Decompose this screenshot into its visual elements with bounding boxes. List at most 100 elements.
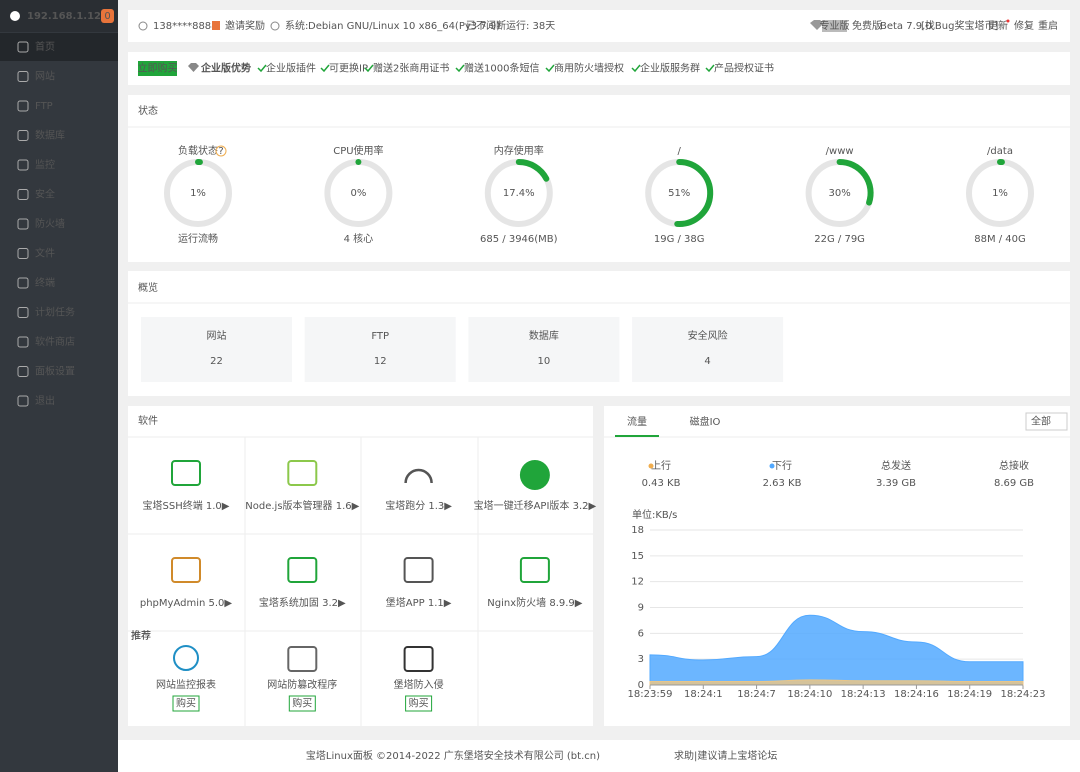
menu-icon: [17, 100, 29, 112]
buy-button-bg: [172, 695, 200, 712]
promo-title: 企业版优势: [200, 62, 251, 75]
menu-item[interactable]: 网站: [35, 70, 55, 83]
software-name[interactable]: 宝塔SSH终端 1.0▶: [143, 499, 230, 512]
y-tick-label: 6: [638, 628, 644, 639]
action-link[interactable]: 更新: [988, 19, 1008, 32]
gauge-name: 内存使用率: [494, 144, 544, 157]
overview-tile[interactable]: [468, 317, 620, 382]
software-icon: [404, 468, 433, 484]
tab[interactable]: 磁盘IO: [690, 415, 721, 428]
gauge-label: 1%: [190, 188, 206, 199]
invite-link[interactable]: 邀请奖励: [225, 19, 265, 32]
software-name[interactable]: 宝塔系统加固 3.2▶: [259, 596, 346, 609]
gauge-name: 负载状态: [178, 144, 218, 157]
menu-item[interactable]: 退出: [35, 394, 55, 407]
help-icon: [215, 145, 227, 157]
gauge-arc: [836, 159, 874, 206]
action-link[interactable]: 修复: [1014, 19, 1034, 32]
gauge-arc: [515, 159, 550, 182]
gauge-label: 0%: [350, 188, 366, 199]
stat-name: 总接收: [999, 459, 1029, 472]
software-name[interactable]: 宝塔跑分 1.3▶: [385, 499, 452, 512]
buy-button[interactable]: 购买: [292, 697, 312, 710]
software-icon: [173, 645, 199, 671]
gauge-label: 30%: [828, 188, 850, 199]
section-title: 软件: [138, 414, 158, 427]
x-tick-label: 18:24:10: [787, 689, 832, 700]
overview-tile[interactable]: [141, 317, 292, 382]
stat-value: 2.63 KB: [763, 478, 802, 489]
menu-item[interactable]: 计划任务: [35, 306, 75, 319]
buy-button[interactable]: 购买: [176, 697, 196, 710]
menu-item[interactable]: 文件: [35, 247, 55, 260]
bug-link[interactable]: [找Bug奖宝塔币]: [921, 19, 998, 32]
status-card: [128, 95, 1070, 262]
menu-item[interactable]: 监控: [35, 158, 55, 171]
gauge-detail: 685 / 3946(MB): [480, 234, 558, 245]
y-tick-label: 9: [638, 603, 644, 614]
menu-icon: [17, 41, 29, 53]
software-name[interactable]: 堡塔APP 1.1▶: [386, 596, 452, 609]
promo-item: 可更换IP: [329, 62, 368, 75]
y-tick-label: 3: [638, 654, 644, 665]
legend-dot: [769, 463, 775, 469]
menu-item[interactable]: 终端: [35, 276, 55, 289]
gauge-label: 17.4%: [503, 188, 535, 199]
menu-item[interactable]: FTP: [35, 101, 53, 112]
software-name[interactable]: Nginx防火墙 8.9.9▶: [487, 596, 582, 609]
badge: 0: [104, 11, 110, 22]
forum-link[interactable]: 求助|建议请上宝塔论坛: [674, 749, 777, 762]
action-link[interactable]: 重启: [1038, 19, 1058, 32]
edition-badge-bg: [822, 20, 847, 32]
gauge-name: CPU使用率: [333, 144, 383, 157]
menu-item[interactable]: 防火墙: [35, 217, 65, 230]
uptime: 已不间断运行: 38天: [466, 19, 555, 32]
badge-bg: [101, 9, 114, 23]
menu-item[interactable]: 安全: [35, 188, 55, 201]
stat-value: 0.43 KB: [642, 478, 681, 489]
edition-badge: 专业版: [820, 19, 850, 32]
software-icon: [287, 646, 318, 672]
software-icon: [519, 460, 550, 490]
check-icon: [320, 64, 330, 73]
section-title: 状态: [138, 104, 158, 117]
menu-active: [0, 33, 118, 61]
diamond-icon: [188, 63, 199, 72]
gauge-label: 1%: [992, 188, 1008, 199]
tile-name: 安全风险: [688, 329, 728, 342]
edition: 免费版: [852, 19, 882, 32]
footer: [118, 740, 1080, 772]
stat-value: 3.39 GB: [876, 478, 916, 489]
filter-select[interactable]: [1025, 412, 1068, 431]
software-name[interactable]: Node.js版本管理器 1.6▶: [245, 499, 359, 512]
check-icon: [257, 64, 267, 73]
overview-tile[interactable]: [304, 317, 456, 382]
software-name: 网站防篡改程序: [267, 678, 337, 691]
menu-item[interactable]: 面板设置: [35, 365, 75, 378]
tile-value: 4: [704, 356, 710, 367]
promo-item: 产品授权证书: [714, 62, 774, 75]
buy-button[interactable]: 立即购买: [138, 62, 178, 75]
tile-value: 10: [538, 356, 551, 367]
x-tick-label: 18:24:1: [684, 689, 723, 700]
filter-value: 全部: [1031, 415, 1051, 428]
software-icon: [171, 557, 201, 583]
software-name[interactable]: phpMyAdmin 5.0▶: [140, 598, 233, 609]
promo-item: 商用防火墙授权: [554, 62, 624, 75]
menu-item[interactable]: 数据库: [35, 129, 65, 142]
x-tick-label: 18:24:7: [737, 689, 776, 700]
tile-value: 12: [374, 356, 387, 367]
software-icon: [519, 557, 550, 583]
check-icon: [631, 64, 641, 73]
menu-icon: [17, 395, 29, 407]
overview-tile[interactable]: [632, 317, 784, 382]
software-name[interactable]: 宝塔一键迁移API版本 3.2▶: [474, 499, 597, 512]
tab[interactable]: 流量: [627, 415, 647, 428]
buy-button-bg: [138, 61, 177, 76]
menu-icon: [17, 71, 29, 82]
promo-item: 赠送1000条短信: [464, 62, 539, 75]
menu-item[interactable]: 软件商店: [35, 335, 75, 348]
buy-button[interactable]: 购买: [409, 697, 429, 710]
menu-item[interactable]: 首页: [35, 40, 55, 53]
user: 138****8888: [153, 21, 218, 32]
